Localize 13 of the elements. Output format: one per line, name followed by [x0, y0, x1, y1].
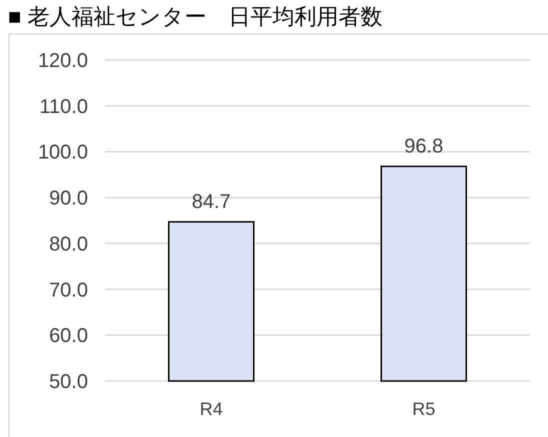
y-tick-label: 90.0 [49, 188, 88, 210]
y-tick-label: 110.0 [39, 96, 88, 118]
y-tick-label: 120.0 [38, 50, 88, 72]
data-label: 96.8 [404, 135, 444, 158]
y-tick-label: 60.0 [49, 325, 88, 348]
data-label: 84.7 [192, 190, 231, 213]
chart-title: ■ 老人福祉センター 日平均利用者数 [8, 4, 382, 29]
y-tick-label: 50.0 [49, 371, 88, 393]
y-tick-label: 70.0 [49, 279, 88, 302]
y-tick-label: 80.0 [49, 233, 88, 256]
x-tick-label: R4 [200, 399, 223, 419]
y-tick-label: 100.0 [38, 142, 88, 164]
x-tick-label: R5 [412, 399, 436, 419]
